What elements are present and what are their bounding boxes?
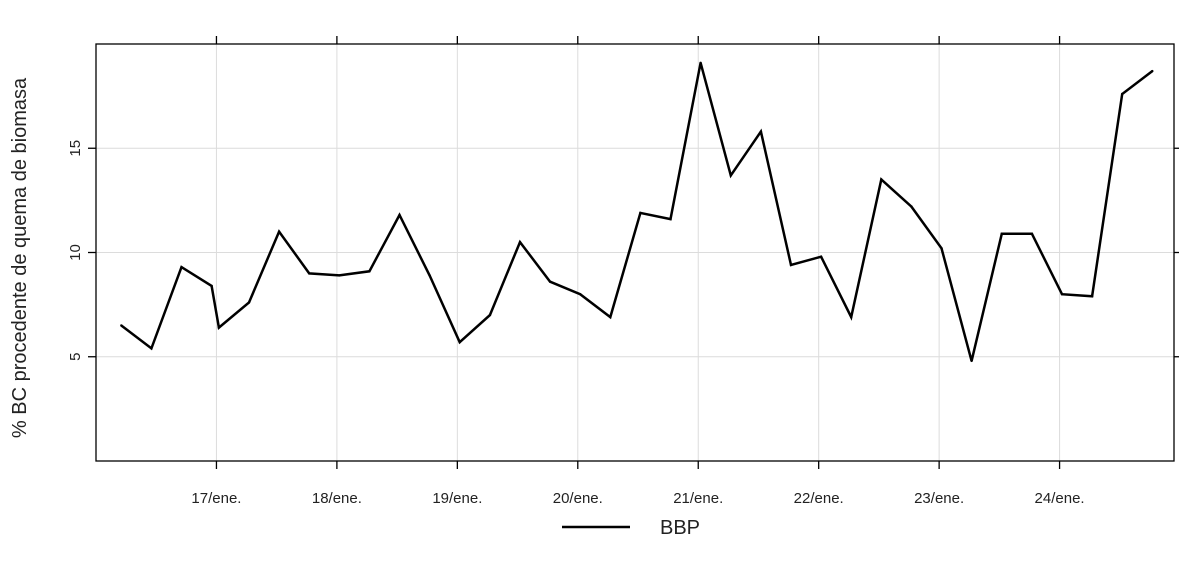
series-lines — [120, 61, 1154, 363]
x-tick-label: 18/ene. — [312, 490, 362, 507]
data-point — [699, 61, 702, 64]
x-tick-label: 20/ene. — [553, 490, 603, 507]
data-point — [548, 280, 552, 283]
data-point — [1030, 232, 1034, 235]
data-point — [970, 359, 973, 363]
y-tick-labels: 5 10 15 — [67, 140, 84, 361]
data-point — [819, 255, 823, 258]
data-point — [368, 270, 371, 273]
data-point — [518, 240, 522, 244]
data-point — [150, 347, 153, 350]
data-point — [1000, 232, 1003, 235]
data-point — [277, 230, 281, 233]
data-point — [729, 174, 732, 177]
y-axis-label: % BC procedente de quema de biomasa — [9, 77, 31, 438]
data-point — [247, 301, 251, 304]
legend: BBP — [562, 517, 700, 539]
data-point — [940, 247, 943, 250]
data-point — [338, 274, 341, 277]
data-point — [1060, 293, 1064, 296]
data-point — [120, 324, 123, 327]
data-point — [458, 341, 461, 344]
data-point — [428, 274, 431, 277]
data-point — [910, 205, 913, 208]
y-tick-label: 10 — [67, 244, 84, 261]
data-point — [850, 315, 853, 319]
data-point — [1151, 69, 1154, 73]
x-tick-label: 24/ene. — [1035, 490, 1085, 507]
y-tick-label: 15 — [67, 140, 84, 157]
x-tick-label: 17/ene. — [191, 490, 241, 507]
x-tick-label: 21/ene. — [673, 490, 723, 507]
data-point — [759, 130, 763, 133]
data-point — [639, 211, 642, 215]
data-point — [308, 272, 311, 275]
y-tick-label: 5 — [67, 353, 84, 361]
data-point — [789, 263, 793, 267]
data-point — [217, 326, 221, 329]
axis-ticks — [88, 36, 1179, 469]
data-point — [1121, 92, 1124, 96]
data-point — [180, 265, 183, 269]
data-point — [1090, 295, 1094, 298]
x-tick-label: 22/ene. — [794, 490, 844, 507]
grid-lines — [96, 44, 1174, 461]
data-point — [488, 313, 492, 317]
data-point — [579, 293, 582, 296]
data-point — [880, 178, 883, 181]
data-point — [398, 213, 401, 217]
series-line-bbp — [120, 62, 1154, 362]
data-point — [609, 315, 612, 319]
legend-label-bbp: BBP — [660, 517, 700, 539]
x-tick-label: 19/ene. — [432, 490, 482, 507]
data-point — [210, 284, 213, 288]
x-tick-labels: 17/ene. 18/ene. 19/ene. 20/ene. 21/ene. 22/en… — [191, 490, 1084, 507]
x-tick-label: 23/ene. — [914, 490, 964, 507]
data-point — [669, 217, 672, 221]
plot-frame — [95, 43, 1175, 462]
